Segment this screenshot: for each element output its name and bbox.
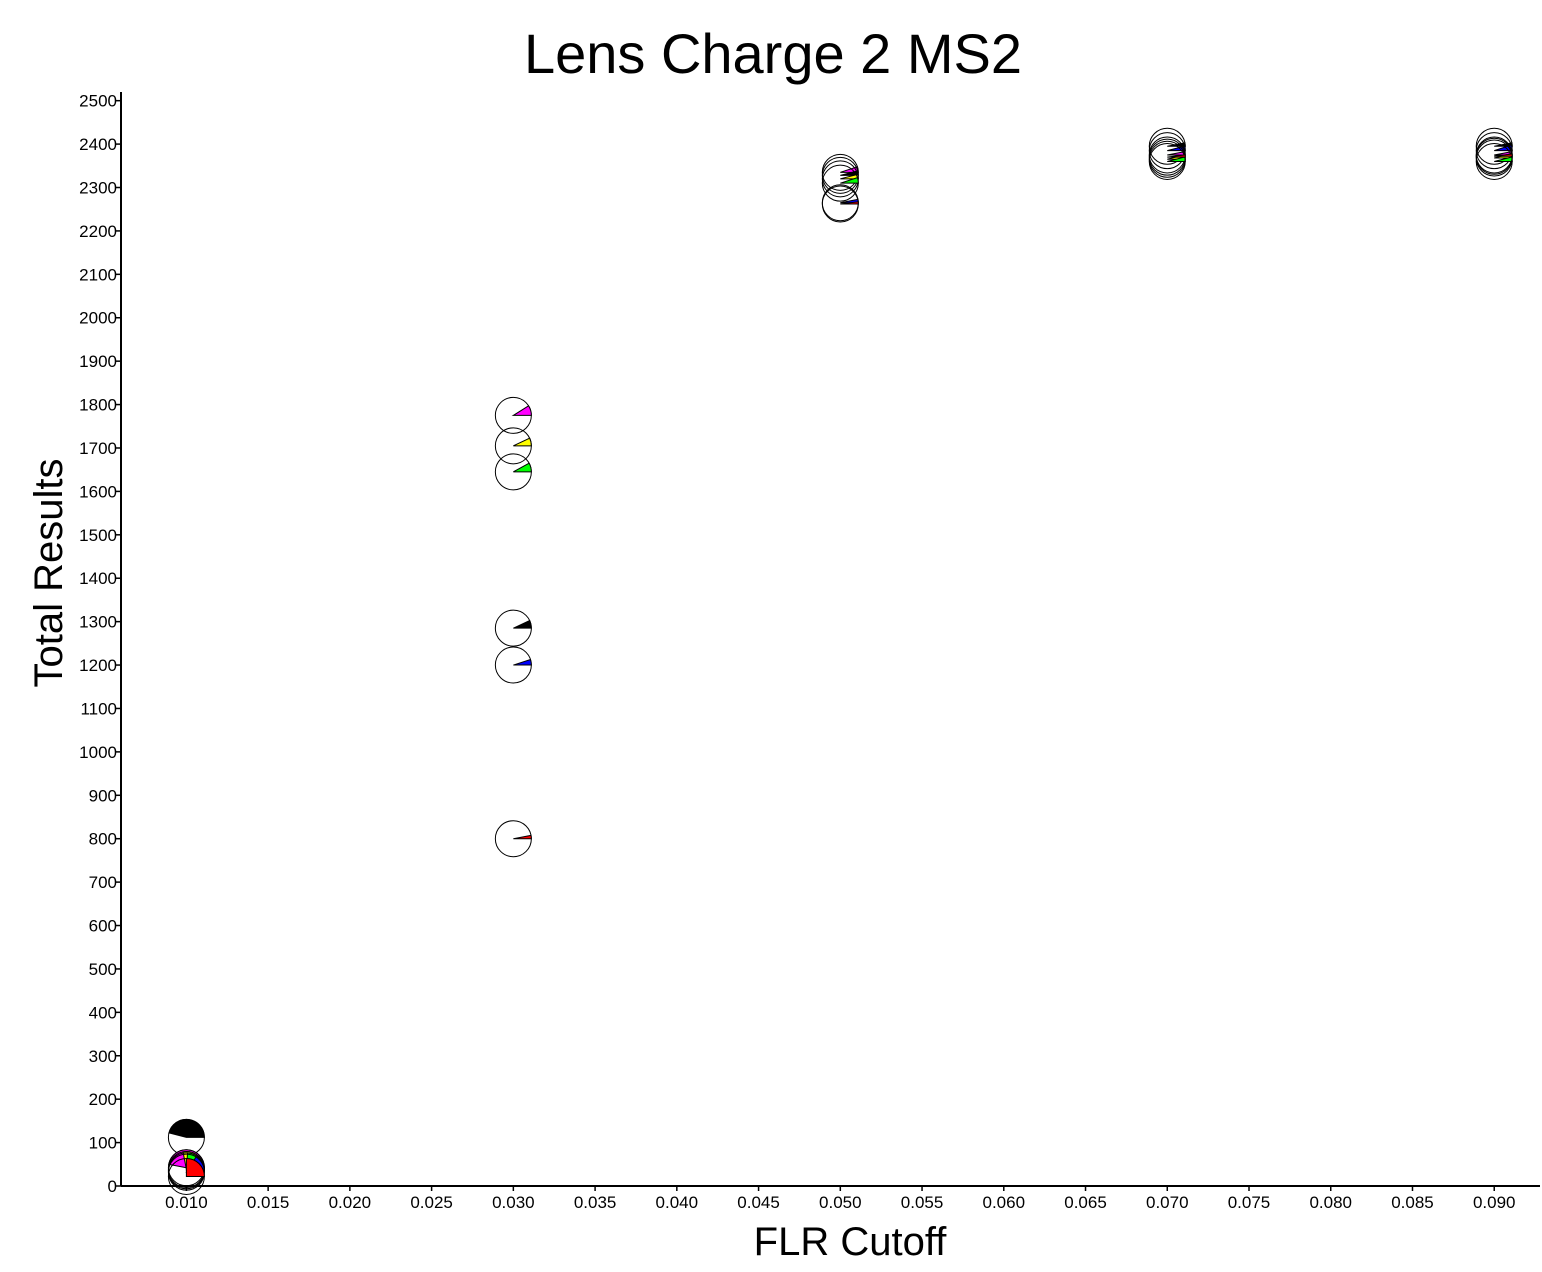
y-tick-label: 600 <box>89 917 117 936</box>
x-tick-label: 0.035 <box>574 1193 617 1212</box>
y-tick-label: 1600 <box>79 482 117 501</box>
y-tick-label: 2500 <box>79 92 117 111</box>
pie-marker <box>494 396 532 434</box>
y-tick-label: 200 <box>89 1090 117 1109</box>
y-tick-label: 1100 <box>80 699 117 718</box>
pie-marker <box>821 164 859 202</box>
y-axis-label: Total Results <box>27 459 71 688</box>
y-tick-label: 1500 <box>79 526 117 545</box>
marker-wedge <box>1167 154 1186 158</box>
x-tick-label: 0.055 <box>901 1193 944 1212</box>
chart-title: Lens Charge 2 MS2 <box>524 22 1022 85</box>
y-tick-label: 300 <box>89 1047 117 1066</box>
pie-marker <box>1148 136 1186 174</box>
marker-wedge <box>1494 153 1513 157</box>
marker-wedge <box>513 834 532 840</box>
y-tick-label: 1300 <box>79 613 117 632</box>
x-tick-label: 0.075 <box>1228 1193 1271 1212</box>
y-tick-label: 2400 <box>79 135 117 154</box>
x-tick-label: 0.080 <box>1309 1193 1352 1212</box>
y-tick-label: 800 <box>89 830 117 849</box>
x-tick-label: 0.045 <box>737 1193 780 1212</box>
pie-marker <box>1148 132 1186 170</box>
x-ticks: 0.010 0.015 0.020 0.025 0.030 0.035 0.040 0.045… <box>165 1186 1515 1212</box>
x-tick-label: 0.020 <box>329 1193 372 1212</box>
marker-wedge <box>511 405 532 416</box>
x-tick-label: 0.050 <box>819 1193 862 1212</box>
marker-wedge <box>185 1157 205 1177</box>
marker-wedge <box>168 1118 205 1138</box>
y-tick-label: 900 <box>89 786 117 805</box>
pie-marker <box>1475 137 1513 175</box>
y-tick-label: 100 <box>89 1134 117 1153</box>
x-tick-label: 0.030 <box>492 1193 535 1212</box>
y-tick-label: 1800 <box>79 396 117 415</box>
x-tick-label: 0.085 <box>1391 1193 1434 1212</box>
y-ticks: 0 100 200 300 400 500 600 700 800 900 1000 1100 1200… <box>79 92 121 1196</box>
y-tick-label: 1700 <box>79 439 117 458</box>
pie-marker <box>167 1157 205 1195</box>
pie-marker <box>167 1118 205 1156</box>
pie-marker <box>821 185 859 223</box>
marker-wedge <box>513 437 532 447</box>
pie-marker <box>494 646 532 684</box>
marker-wedge <box>513 619 532 629</box>
x-tick-label: 0.065 <box>1064 1193 1107 1212</box>
marker-wedge <box>513 462 532 473</box>
y-tick-label: 0 <box>108 1177 117 1196</box>
x-tick-label: 0.060 <box>983 1193 1026 1212</box>
pie-marker <box>494 820 532 858</box>
y-tick-label: 2100 <box>79 265 117 284</box>
x-tick-label: 0.010 <box>165 1193 208 1212</box>
marker-wedge <box>840 176 859 184</box>
marker-wedge <box>840 201 859 205</box>
pie-marker <box>494 427 532 465</box>
pie-marker <box>1148 142 1186 180</box>
x-tick-label: 0.025 <box>410 1193 453 1212</box>
y-tick-label: 500 <box>89 960 117 979</box>
x-axis-label: FLR Cutoff <box>754 1220 948 1264</box>
data-points <box>167 127 1513 1195</box>
y-tick-label: 1200 <box>79 656 117 675</box>
pie-marker <box>821 160 859 198</box>
x-tick-label: 0.015 <box>247 1193 290 1212</box>
x-tick-label: 0.070 <box>1146 1193 1189 1212</box>
pie-marker <box>494 609 532 647</box>
pie-marker <box>494 453 532 491</box>
x-tick-label: 0.040 <box>656 1193 699 1212</box>
y-tick-label: 2200 <box>79 222 117 241</box>
y-tick-label: 2300 <box>79 179 117 198</box>
y-tick-label: 2000 <box>79 309 117 328</box>
x-tick-label: 0.090 <box>1473 1193 1516 1212</box>
y-tick-label: 400 <box>89 1003 117 1022</box>
marker-wedge <box>513 658 532 666</box>
y-tick-label: 1400 <box>79 569 117 588</box>
y-tick-label: 1000 <box>79 743 117 762</box>
marker-wedge <box>840 173 859 180</box>
y-tick-label: 700 <box>89 873 117 892</box>
pie-marker <box>1148 138 1186 176</box>
y-tick-label: 1900 <box>79 352 117 371</box>
